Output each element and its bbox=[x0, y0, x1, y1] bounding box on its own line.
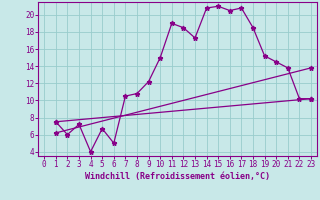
X-axis label: Windchill (Refroidissement éolien,°C): Windchill (Refroidissement éolien,°C) bbox=[85, 172, 270, 181]
